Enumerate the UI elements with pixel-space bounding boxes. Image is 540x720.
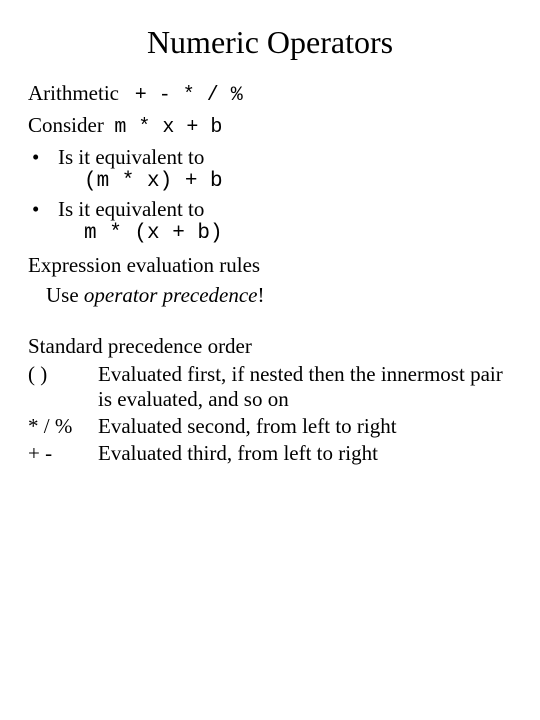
bullet-expr-2: m * (x + b)	[84, 222, 512, 245]
row1-left: ( )	[28, 362, 98, 412]
bullet-item-2: • Is it equivalent to	[28, 197, 512, 222]
bullet-dot: •	[28, 197, 58, 222]
std-order-line: Standard precedence order	[28, 332, 512, 360]
row1-right: Evaluated first, if nested then the inne…	[98, 362, 512, 412]
row2-right: Evaluated second, from left to right	[98, 414, 512, 439]
use-text-c: !	[258, 283, 265, 307]
precedence-row-3: + - Evaluated third, from left to right	[28, 441, 512, 466]
consider-label: Consider	[28, 113, 104, 137]
consider-expr: m * x + b	[114, 116, 222, 139]
row2-left: * / %	[28, 414, 98, 439]
row3-left: + -	[28, 441, 98, 466]
row3-right: Evaluated third, from left to right	[98, 441, 512, 466]
use-text-a: Use	[46, 283, 84, 307]
use-precedence-line: Use operator precedence!	[46, 281, 512, 309]
bullet-expr-1: (m * x) + b	[84, 170, 512, 193]
arithmetic-line: Arithmetic + - * / %	[28, 79, 512, 109]
precedence-row-1: ( ) Evaluated first, if nested then the …	[28, 362, 512, 412]
slide-body: Numeric Operators Arithmetic + - * / % C…	[0, 0, 540, 486]
arithmetic-label: Arithmetic	[28, 81, 119, 105]
use-text-b: operator precedence	[84, 283, 258, 307]
operators-text: + - * / %	[135, 84, 243, 107]
bullet-dot: •	[28, 145, 58, 170]
precedence-row-2: * / % Evaluated second, from left to rig…	[28, 414, 512, 439]
bullet-item-1: • Is it equivalent to	[28, 145, 512, 170]
bullet-text-1: Is it equivalent to	[58, 145, 512, 170]
slide-title: Numeric Operators	[28, 24, 512, 61]
bullet-text-2: Is it equivalent to	[58, 197, 512, 222]
eval-rules-line: Expression evaluation rules	[28, 251, 512, 279]
consider-line: Consider m * x + b	[28, 111, 512, 141]
